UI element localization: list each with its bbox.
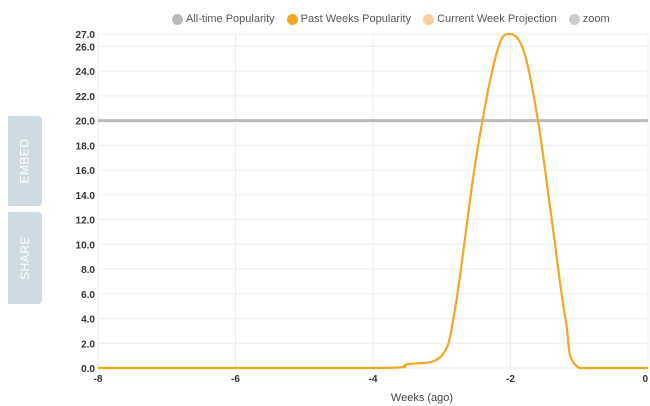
y-tick-label: 6.0 [81, 290, 95, 301]
y-tick-label: 4.0 [81, 315, 95, 326]
x-tick-label: 0 [642, 374, 648, 385]
legend-item-all-time[interactable]: All-time Popularity [172, 13, 275, 25]
y-tick-label: 22.0 [76, 92, 96, 103]
y-tick-label: 12.0 [76, 216, 96, 227]
series-line-past-weeks-popularity [98, 32, 648, 370]
legend-label: zoom [582, 13, 610, 25]
x-tick-label: -4 [369, 374, 378, 385]
y-tick-label: 24.0 [76, 67, 96, 78]
x-tick-label: -6 [231, 374, 240, 385]
legend-dot-icon [568, 13, 580, 25]
y-tick-label: 0.0 [81, 364, 95, 375]
y-tick-label: 2.0 [81, 339, 95, 350]
y-tick-label: 16.0 [76, 166, 96, 177]
embed-tab[interactable]: EMBED [8, 116, 42, 206]
legend-item-current-week[interactable]: Current Week Projection [423, 13, 557, 25]
x-tick-label: -8 [94, 374, 103, 385]
y-tick-label: 18.0 [76, 141, 96, 152]
legend-label: All-time Popularity [186, 13, 275, 25]
legend-dot-icon [423, 13, 435, 25]
share-tab[interactable]: SHARE [8, 212, 42, 304]
legend-label: Current Week Projection [437, 13, 557, 25]
y-tick-label: 26.0 [76, 42, 96, 53]
y-tick-label: 14.0 [76, 191, 96, 202]
y-tick-label: 8.0 [81, 265, 95, 276]
legend-dot-icon [172, 13, 183, 25]
y-tick-label: 20.0 [76, 117, 96, 128]
legend-dot-icon [286, 13, 298, 25]
x-tick-label: -2 [506, 374, 515, 385]
chart-legend: All-time Popularity Past Weeks Popularit… [172, 12, 622, 26]
x-axis-label: Weeks (ago) [391, 392, 453, 404]
y-tick-label: 27.0 [76, 30, 96, 41]
legend-item-past-weeks[interactable]: Past Weeks Popularity [286, 13, 412, 25]
legend-item-zoom[interactable]: zoom [568, 13, 610, 25]
legend-label: Past Weeks Popularity [300, 13, 412, 25]
y-tick-label: 10.0 [76, 240, 96, 251]
